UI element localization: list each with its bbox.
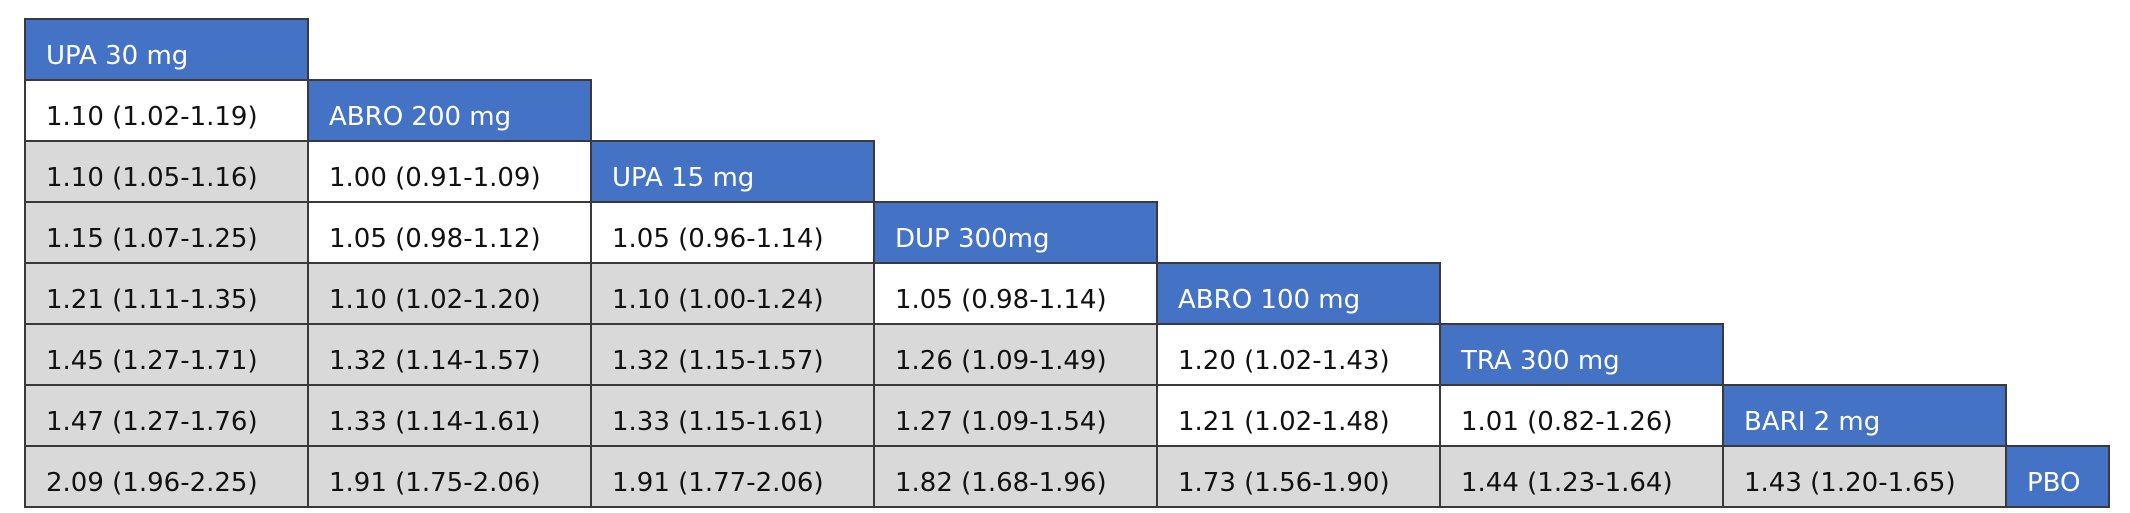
treatment-header: UPA 30 mg xyxy=(24,18,309,81)
value-cell: 1.82 (1.68-1.96) xyxy=(873,445,1158,508)
value-cell: 1.21 (1.02-1.48) xyxy=(1156,384,1441,447)
value-cell: 1.01 (0.82-1.26) xyxy=(1439,384,1724,447)
treatment-header: PBO xyxy=(2005,445,2110,508)
value-cell: 1.91 (1.77-2.06) xyxy=(590,445,875,508)
value-cell: 1.05 (0.96-1.14) xyxy=(590,201,875,264)
value-cell: 1.44 (1.23-1.64) xyxy=(1439,445,1724,508)
value-cell: 1.27 (1.09-1.54) xyxy=(873,384,1158,447)
value-cell: 1.73 (1.56-1.90) xyxy=(1156,445,1441,508)
treatment-header: DUP 300mg xyxy=(873,201,1158,264)
treatment-header: ABRO 100 mg xyxy=(1156,262,1441,325)
value-cell: 1.05 (0.98-1.12) xyxy=(307,201,592,264)
value-cell: 1.43 (1.20-1.65) xyxy=(1722,445,2007,508)
value-cell: 1.32 (1.14-1.57) xyxy=(307,323,592,386)
value-cell: 1.10 (1.02-1.20) xyxy=(307,262,592,325)
value-cell: 2.09 (1.96-2.25) xyxy=(24,445,309,508)
value-cell: 1.47 (1.27-1.76) xyxy=(24,384,309,447)
value-cell: 1.20 (1.02-1.43) xyxy=(1156,323,1441,386)
value-cell: 1.10 (1.02-1.19) xyxy=(24,79,309,142)
value-cell: 1.32 (1.15-1.57) xyxy=(590,323,875,386)
value-cell: 1.91 (1.75-2.06) xyxy=(307,445,592,508)
value-cell: 1.21 (1.11-1.35) xyxy=(24,262,309,325)
value-cell: 1.00 (0.91-1.09) xyxy=(307,140,592,203)
value-cell: 1.15 (1.07-1.25) xyxy=(24,201,309,264)
value-cell: 1.45 (1.27-1.71) xyxy=(24,323,309,386)
value-cell: 1.33 (1.14-1.61) xyxy=(307,384,592,447)
treatment-header: BARI 2 mg xyxy=(1722,384,2007,447)
value-cell: 1.33 (1.15-1.61) xyxy=(590,384,875,447)
treatment-header: ABRO 200 mg xyxy=(307,79,592,142)
treatment-header: TRA 300 mg xyxy=(1439,323,1724,386)
value-cell: 1.10 (1.00-1.24) xyxy=(590,262,875,325)
treatment-header: UPA 15 mg xyxy=(590,140,875,203)
value-cell: 1.26 (1.09-1.49) xyxy=(873,323,1158,386)
value-cell: 1.05 (0.98-1.14) xyxy=(873,262,1158,325)
value-cell: 1.10 (1.05-1.16) xyxy=(24,140,309,203)
